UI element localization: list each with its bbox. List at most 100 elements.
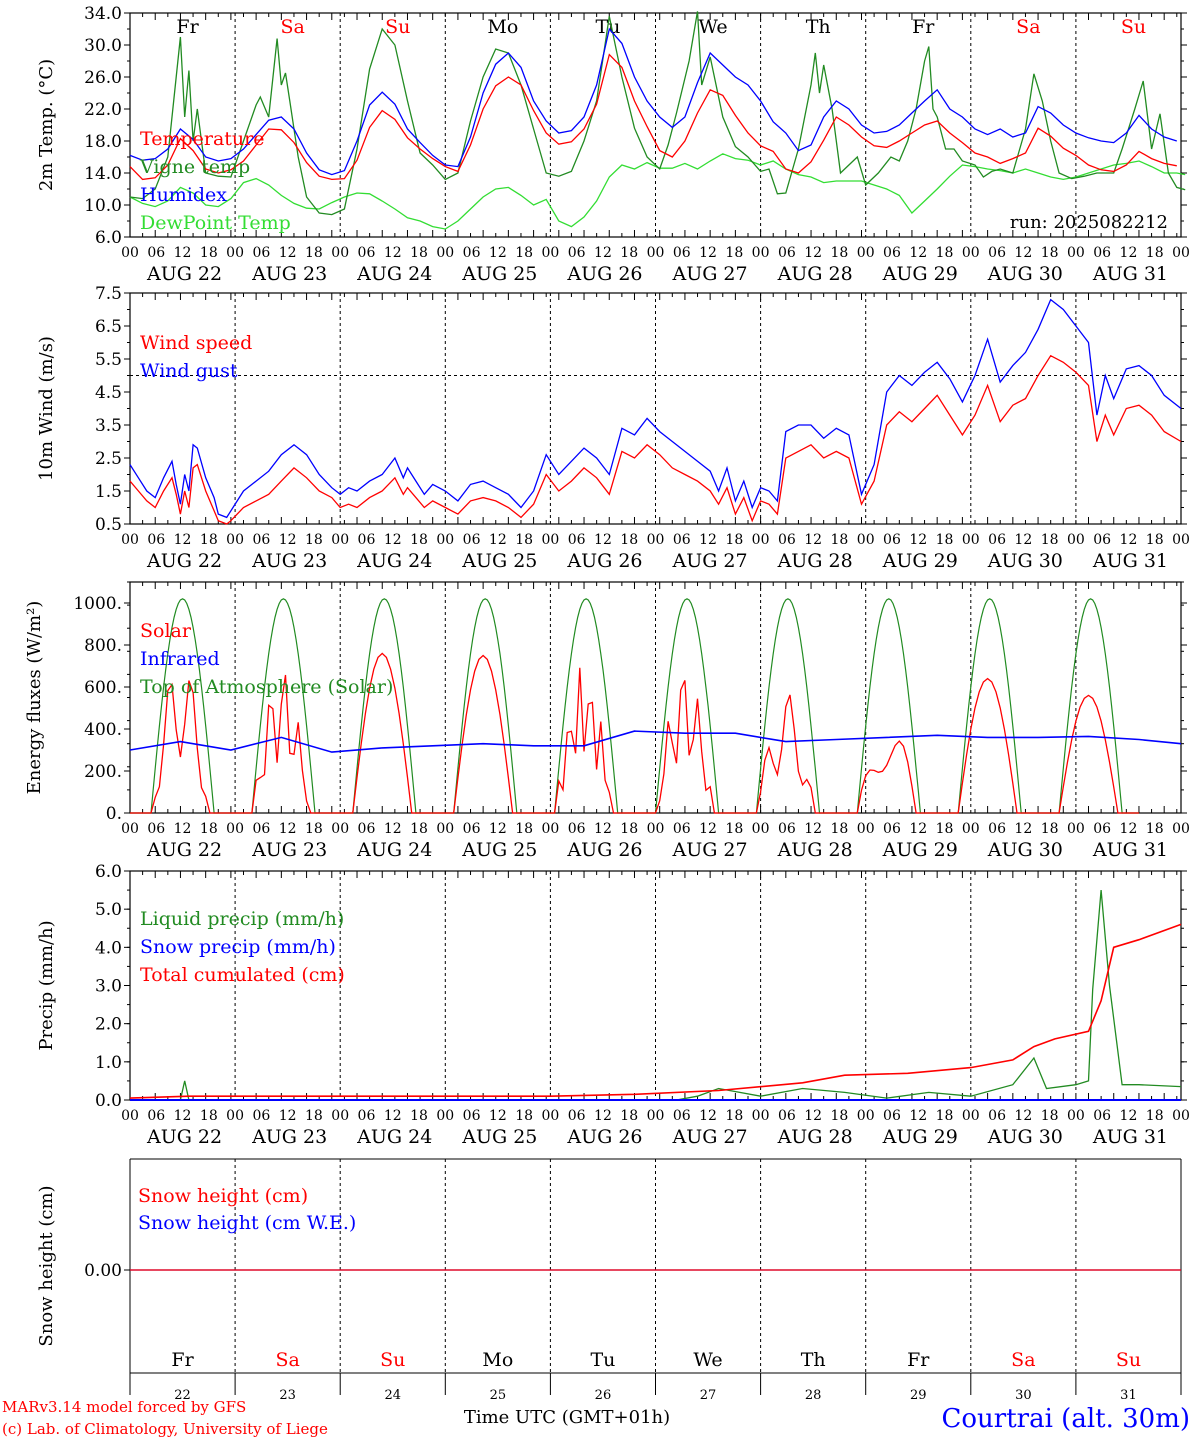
temperature-date-label: AUG 26 (566, 263, 642, 285)
precip-date-label: AUG 23 (251, 1126, 327, 1148)
temperature-date-label: AUG 24 (356, 263, 432, 285)
energy-hour-label: 12 (384, 821, 402, 837)
wind-hour-label: 12 (489, 532, 507, 548)
temperature-ytick-label: 34.0 (84, 4, 122, 24)
temperature-hour-label: 12 (489, 245, 507, 261)
temperature-hour-label: 06 (1093, 245, 1111, 261)
toa-solar-line (533, 598, 635, 814)
temperature-hour-label: 00 (1172, 245, 1190, 261)
energy-ylabel: Energy fluxes (W/m²) (24, 601, 45, 795)
temperature-hour-label: 06 (147, 245, 165, 261)
precip-hour-label: 06 (778, 1108, 796, 1124)
wind-hour-label: 12 (384, 532, 402, 548)
wind-legend-entry: Wind speed (140, 332, 252, 354)
energy-hour-label: 12 (1014, 821, 1032, 837)
energy-legend-entry: Solar (140, 620, 192, 642)
precip-hour-label: 18 (620, 1108, 638, 1124)
energy-date-label: AUG 30 (987, 839, 1063, 861)
temperature-hour-label: 00 (857, 245, 875, 261)
toa-solar-line (130, 598, 231, 814)
toa-solar-line (331, 598, 433, 814)
temperature-legend-entry: Vigne temp (139, 156, 250, 178)
wind-hour-label: 06 (988, 532, 1006, 548)
precip-hour-label: 18 (831, 1108, 849, 1124)
energy-hour-label: 18 (515, 821, 533, 837)
temperature-hour-label: 06 (252, 245, 270, 261)
energy-date-label: AUG 24 (356, 839, 432, 861)
temperature-hour-label: 18 (936, 245, 954, 261)
energy-hour-label: 18 (725, 821, 743, 837)
energy-hour-label: 00 (331, 821, 349, 837)
wind-hour-label: 12 (699, 532, 717, 548)
wind-hour-label: 18 (1041, 532, 1059, 548)
energy-hour-label: 00 (226, 821, 244, 837)
snow-day-number: 24 (384, 1388, 401, 1403)
wind-hour-label: 06 (358, 532, 376, 548)
temperature-hour-label: 12 (174, 245, 192, 261)
snow-weekday-label: Mo (482, 1349, 513, 1371)
energy-ytick-label: 800. (84, 636, 122, 656)
temperature-ytick-label: 30.0 (84, 36, 122, 56)
temperature-ytick-label: 10.0 (84, 196, 122, 216)
energy-hour-label: 06 (673, 821, 691, 837)
energy-hour-label: 00 (962, 821, 980, 837)
temperature-hour-label: 00 (962, 245, 980, 261)
temperature-hour-label: 00 (436, 245, 454, 261)
wind-hour-label: 18 (1146, 532, 1164, 548)
energy-hour-label: 00 (1067, 821, 1085, 837)
wind-hour-label: 18 (725, 532, 743, 548)
precip-hour-label: 12 (1014, 1108, 1032, 1124)
wind-ytick-label: 6.5 (95, 317, 122, 337)
energy-hour-label: 12 (1120, 821, 1138, 837)
energy-hour-label: 00 (752, 821, 770, 837)
temperature-date-label: AUG 27 (671, 263, 747, 285)
wind-legend-entry: Wind gust (140, 360, 238, 382)
temperature-date-label: AUG 22 (146, 263, 222, 285)
energy-ytick-label: 0. (106, 804, 122, 824)
wind-ytick-label: 2.5 (95, 449, 122, 469)
precip-hour-label: 00 (752, 1108, 770, 1124)
wind-panel: 0.5 1.5 2.5 3.5 4.5 5.5 6.5 7.5 10m Wind (m/s) Wi… (36, 284, 1190, 572)
precip-hour-label: 18 (936, 1108, 954, 1124)
snow-legend-entry: Snow height (cm) (138, 1185, 308, 1207)
snow-ylabel: Snow height (cm) (36, 1185, 57, 1346)
precip-hour-label: 06 (883, 1108, 901, 1124)
precip-hour-label: 00 (121, 1108, 139, 1124)
temperature-hour-label: 18 (725, 245, 743, 261)
wind-hour-label: 00 (436, 532, 454, 548)
temperature-hour-label: 00 (226, 245, 244, 261)
temperature-hour-label: 12 (1014, 245, 1032, 261)
precip-date-label: AUG 30 (987, 1126, 1063, 1148)
precip-ytick-label: 6.0 (95, 862, 122, 882)
solar-line (130, 680, 231, 814)
wind-hour-label: 06 (673, 532, 691, 548)
energy-hour-label: 06 (1093, 821, 1111, 837)
wind-hour-label: 18 (305, 532, 323, 548)
energy-hour-label: 12 (699, 821, 717, 837)
wind-hour-label: 18 (831, 532, 849, 548)
wind-hour-label: 18 (410, 532, 428, 548)
precip-hour-label: 06 (147, 1108, 165, 1124)
wind-ylabel: 10m Wind (m/s) (36, 336, 57, 481)
temperature-series-1 (129, 11, 1186, 216)
snow-legend-entry: Snow height (cm W.E.) (138, 1212, 356, 1234)
energy-date-label: AUG 28 (777, 839, 853, 861)
toa-solar-line (230, 598, 332, 814)
energy-hour-label: 00 (436, 821, 454, 837)
energy-hour-label: 06 (988, 821, 1006, 837)
snow-day-number: 29 (910, 1388, 927, 1403)
temperature-date-label: AUG 23 (251, 263, 327, 285)
precip-hour-label: 06 (568, 1108, 586, 1124)
weekday-label: Sa (280, 16, 304, 38)
wind-hour-label: 06 (778, 532, 796, 548)
solar-line (230, 674, 332, 814)
solar-line (836, 740, 938, 814)
wind-hour-label: 18 (200, 532, 218, 548)
temperature-hour-label: 18 (620, 245, 638, 261)
wind-date-label: AUG 26 (566, 550, 642, 572)
wind-hour-label: 00 (331, 532, 349, 548)
wind-hour-label: 12 (594, 532, 612, 548)
infrared-line (129, 730, 1182, 753)
wind-hour-label: 06 (252, 532, 270, 548)
precip-hour-label: 18 (515, 1108, 533, 1124)
